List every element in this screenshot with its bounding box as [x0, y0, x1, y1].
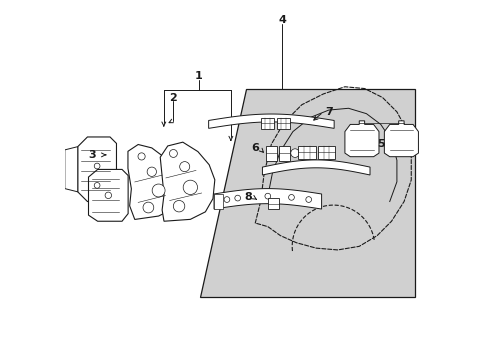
Bar [267, 198, 278, 210]
Text: 6: 6 [251, 143, 259, 153]
Circle shape [290, 149, 299, 157]
Text: 1: 1 [194, 71, 202, 81]
Circle shape [169, 149, 177, 157]
Circle shape [224, 197, 229, 202]
Polygon shape [344, 121, 378, 157]
Polygon shape [384, 121, 418, 157]
Polygon shape [208, 114, 333, 129]
Circle shape [142, 202, 153, 213]
Bar [279, 145, 289, 161]
Polygon shape [214, 189, 321, 209]
Circle shape [234, 195, 240, 201]
Polygon shape [65, 147, 78, 192]
Text: 5: 5 [376, 139, 384, 149]
Text: 2: 2 [168, 93, 176, 103]
Bar [265, 145, 276, 161]
Text: 7: 7 [324, 107, 332, 117]
Bar [260, 118, 274, 129]
Circle shape [288, 194, 294, 200]
Text: 3: 3 [88, 150, 96, 160]
Polygon shape [78, 137, 116, 202]
Polygon shape [199, 89, 414, 297]
Text: 4: 4 [278, 15, 285, 26]
Circle shape [264, 193, 270, 199]
Circle shape [94, 183, 100, 188]
Circle shape [179, 162, 189, 172]
Circle shape [138, 153, 145, 160]
Polygon shape [88, 170, 128, 221]
Circle shape [305, 197, 311, 202]
Bar [276, 118, 290, 129]
Polygon shape [262, 160, 369, 175]
Circle shape [105, 192, 111, 199]
Circle shape [94, 163, 100, 169]
Polygon shape [128, 144, 179, 220]
Circle shape [173, 201, 184, 212]
Bar [298, 145, 315, 159]
Circle shape [152, 184, 165, 197]
Text: 8: 8 [244, 192, 251, 202]
Circle shape [183, 180, 197, 194]
Circle shape [147, 167, 156, 176]
Bar [317, 145, 335, 159]
Polygon shape [160, 142, 214, 221]
Bar [214, 194, 223, 209]
